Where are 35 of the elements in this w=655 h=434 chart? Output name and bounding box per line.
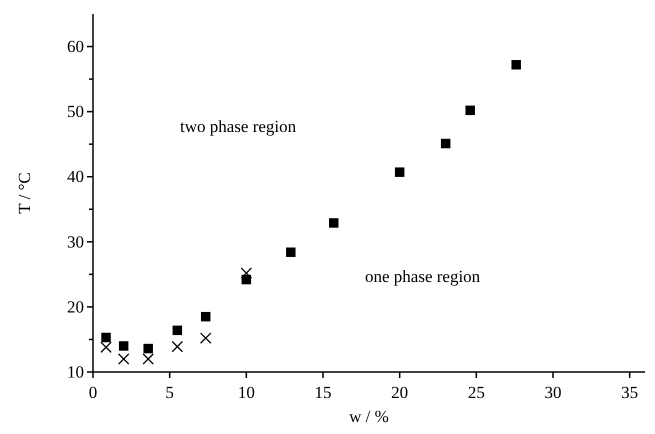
x-tick-label: 5 <box>165 383 174 402</box>
point <box>100 342 112 354</box>
point <box>465 106 475 116</box>
point <box>240 267 252 279</box>
x-tick-label: 0 <box>88 383 98 402</box>
x-tick-label: 35 <box>621 383 638 402</box>
point <box>118 353 130 365</box>
y-axis-title: T / °C <box>15 172 34 214</box>
x-tick-label: 25 <box>468 383 485 402</box>
point <box>511 60 521 70</box>
point <box>394 167 404 177</box>
point <box>101 332 111 342</box>
point <box>172 340 184 352</box>
y-tick-label: 50 <box>67 102 84 122</box>
point <box>172 326 182 336</box>
y-tick-label: 20 <box>67 297 84 316</box>
annotation: one phase region <box>365 267 481 286</box>
point <box>200 332 212 344</box>
point <box>328 218 338 228</box>
y-tick-label: 40 <box>67 167 84 186</box>
x-tick-label: 30 <box>544 383 562 402</box>
y-tick-label: 10 <box>67 362 84 382</box>
point <box>440 138 450 148</box>
point <box>286 247 296 257</box>
x-tick-label: 20 <box>391 383 408 402</box>
x-axis-title: w / % <box>349 407 389 426</box>
point <box>200 312 210 322</box>
y-tick-label: 60 <box>67 36 84 56</box>
point <box>118 341 128 351</box>
x-tick-label: 10 <box>238 383 255 402</box>
y-tick-label: 30 <box>67 232 84 252</box>
x-tick-label: 15 <box>314 383 332 402</box>
point <box>143 344 153 354</box>
point <box>142 353 154 365</box>
annotation: two phase region <box>180 117 297 136</box>
